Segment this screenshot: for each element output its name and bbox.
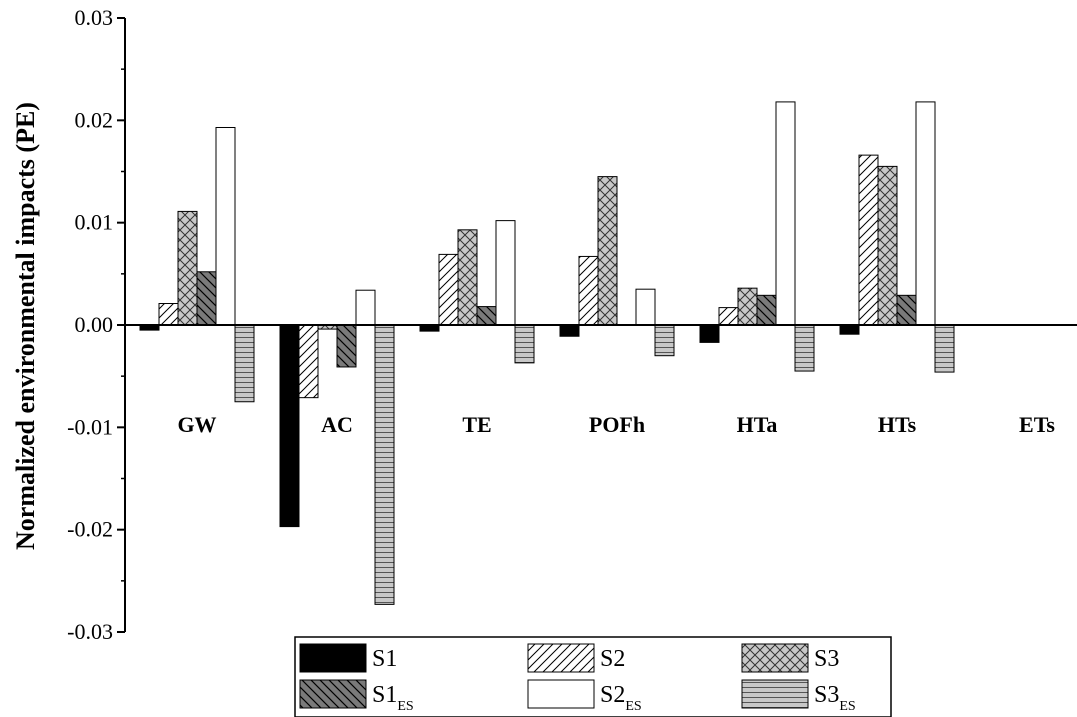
bar — [355, 289, 376, 326]
legend-label: S3 — [814, 646, 839, 672]
bar — [896, 294, 917, 326]
bar — [158, 303, 179, 326]
bar — [495, 220, 516, 326]
legend-label: S2 — [600, 646, 625, 672]
legend-swatch — [527, 679, 595, 709]
y-axis-label: Normalized environmental impacts (PE) — [11, 102, 40, 550]
bar — [476, 306, 497, 326]
category-labels: GW AC TE POFh HTa HTs ETs — [177, 412, 1055, 437]
category-label: HTs — [878, 412, 917, 437]
bar — [654, 324, 675, 357]
bar — [514, 324, 535, 364]
bar — [775, 101, 796, 326]
bar — [718, 307, 739, 326]
bar — [196, 271, 217, 326]
category-label: GW — [177, 412, 216, 437]
bar — [336, 324, 357, 368]
y-axis-ticks: 0.03 0.02 0.01 0.00 -0.01 -0.02 -0.03 — [67, 5, 125, 644]
bar — [839, 324, 860, 335]
y-tick-label: 0.02 — [75, 107, 114, 132]
bar — [215, 126, 236, 326]
bar — [737, 287, 758, 326]
bars — [139, 101, 955, 605]
bar — [699, 324, 720, 343]
category-label: POFh — [589, 412, 645, 437]
bar — [877, 165, 898, 326]
bar — [374, 324, 395, 605]
bar — [858, 154, 879, 326]
bar — [635, 288, 656, 326]
bar — [934, 324, 955, 373]
bar — [457, 229, 478, 326]
bar — [438, 253, 459, 326]
bar — [756, 294, 777, 326]
y-tick-label: 0.01 — [75, 210, 114, 235]
legend-swatch — [299, 643, 367, 673]
y-tick-label: -0.01 — [67, 414, 113, 439]
legend-label: S1 — [372, 646, 397, 672]
y-tick-label: -0.02 — [67, 517, 113, 542]
bar — [915, 101, 936, 326]
legend-swatch — [299, 679, 367, 709]
legend-swatch — [741, 679, 809, 709]
bar — [234, 324, 255, 403]
bar — [597, 176, 618, 326]
y-tick-label: 0.03 — [75, 5, 114, 30]
legend-swatch — [527, 643, 595, 673]
legend-swatch — [741, 643, 809, 673]
bar — [794, 324, 815, 372]
category-label: HTa — [737, 412, 778, 437]
y-tick-label: 0.00 — [75, 312, 114, 337]
bar — [279, 324, 300, 528]
category-label: TE — [462, 412, 491, 437]
category-label: AC — [321, 412, 353, 437]
bar — [559, 324, 580, 337]
category-label: ETs — [1019, 412, 1055, 437]
bar — [578, 255, 599, 326]
y-tick-label: -0.03 — [67, 619, 113, 644]
bar — [177, 210, 198, 326]
bar — [298, 324, 319, 399]
